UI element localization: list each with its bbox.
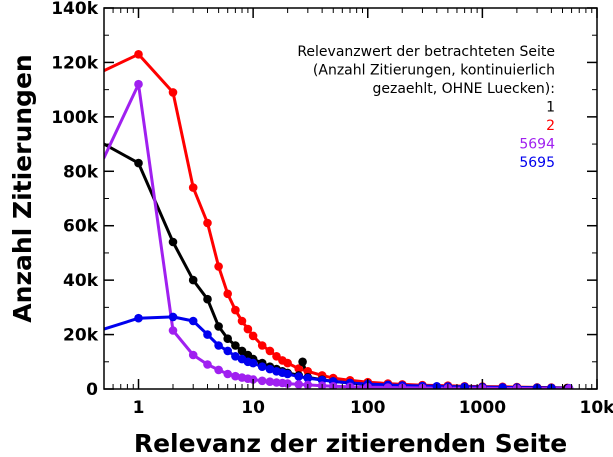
- data-point-2-1: [134, 50, 143, 59]
- data-point-2-8: [237, 316, 247, 326]
- x-tick-label: 1: [133, 398, 145, 418]
- legend-entry-5694: 5694: [519, 137, 555, 153]
- data-point-5694-11: [257, 376, 267, 386]
- data-point-5694-3: [188, 350, 198, 360]
- series-line-1: [104, 142, 569, 389]
- data-point-5694-15: [283, 379, 292, 388]
- data-point-5695-2: [168, 312, 178, 322]
- data-point-2-10: [248, 331, 258, 341]
- x-tick-label: 100: [350, 398, 386, 418]
- data-point-5694-2: [168, 326, 178, 335]
- y-axis-title: Anzahl Zitierungen: [8, 54, 37, 322]
- data-point-2-17: [303, 367, 313, 376]
- data-point-5695-7: [231, 352, 240, 361]
- data-point-5695-5: [214, 341, 223, 350]
- data-point-5695-6: [223, 346, 232, 356]
- data-point-5695-1: [134, 313, 143, 323]
- legend-entry-2: 2: [546, 118, 555, 134]
- data-point-5695-10: [248, 358, 258, 368]
- data-point-5695-11: [257, 362, 267, 372]
- y-tick-label: 80k: [63, 162, 99, 182]
- data-point-5694-16: [294, 380, 304, 389]
- legend-title-line: (Anzahl Zitierungen, kontinuierlich: [313, 63, 555, 79]
- legend: Relevanzwert der betrachteten Seite (Anza…: [297, 44, 555, 171]
- data-point-5694-7: [231, 371, 240, 381]
- legend-entry-1: 1: [546, 100, 555, 116]
- data-point-2-7: [231, 305, 240, 315]
- series-line-5694: [104, 82, 571, 389]
- x-tick-label: 10: [241, 398, 265, 418]
- data-point-5695-16: [294, 372, 304, 381]
- x-axis-title: Relevanz der zitierenden Seite: [134, 429, 567, 457]
- series-points: [134, 50, 574, 389]
- data-point-2-15: [283, 358, 292, 368]
- data-point-2-5: [214, 262, 223, 271]
- data-point-5695-12: [265, 364, 275, 374]
- y-tick-label: 40k: [63, 271, 99, 291]
- y-tick-label: 0: [86, 380, 98, 400]
- data-point-5695-17: [303, 373, 313, 383]
- data-point-5695-29: [498, 383, 507, 389]
- data-point-5695-3: [188, 316, 198, 326]
- data-point-1-1: [134, 158, 143, 168]
- data-point-1-3: [188, 275, 198, 285]
- data-point-5694-4: [203, 360, 212, 369]
- x-tick-label: 10k: [580, 398, 613, 418]
- data-point-5694-6: [223, 369, 232, 379]
- x-tick-label: 1000: [459, 398, 506, 418]
- y-tick-label: 120k: [51, 53, 98, 73]
- data-point-1-2: [168, 237, 178, 247]
- data-point-5695-4: [203, 330, 212, 339]
- data-point-1-17: [298, 357, 307, 367]
- data-point-5694-22: [383, 383, 393, 389]
- data-point-5695-15: [283, 369, 292, 379]
- data-point-2-4: [203, 218, 212, 228]
- y-tick-label: 100k: [51, 108, 98, 128]
- data-point-2-9: [243, 324, 253, 334]
- data-point-2-6: [223, 289, 232, 299]
- data-point-1-4: [203, 294, 212, 304]
- data-point-5694-12: [265, 377, 275, 387]
- y-tick-label: 140k: [51, 0, 98, 19]
- y-tick-label: 60k: [63, 217, 99, 237]
- series-lines: [104, 52, 571, 389]
- data-point-2-16: [294, 364, 304, 373]
- legend-title-line: gezaehlt, OHNE Luecken):: [372, 81, 555, 97]
- data-point-2-12: [265, 346, 275, 356]
- series-line-2: [104, 52, 569, 389]
- data-point-5694-1: [134, 79, 143, 89]
- data-point-5694-5: [214, 365, 223, 375]
- data-point-2-2: [168, 88, 178, 97]
- data-point-1-7: [231, 341, 240, 350]
- data-point-1-6: [223, 334, 232, 344]
- legend-entry-5695: 5695: [519, 155, 555, 171]
- data-point-2-3: [188, 183, 198, 192]
- axis-ticks: 1 10 100 1000 10k 0 20k 40k 60k 80k 100k 120k 140k: [51, 0, 613, 418]
- legend-title-line: Relevanzwert der betrachteten Seite: [297, 44, 555, 60]
- y-tick-label: 20k: [63, 326, 99, 346]
- data-point-2-11: [257, 341, 267, 350]
- data-point-1-5: [214, 322, 223, 331]
